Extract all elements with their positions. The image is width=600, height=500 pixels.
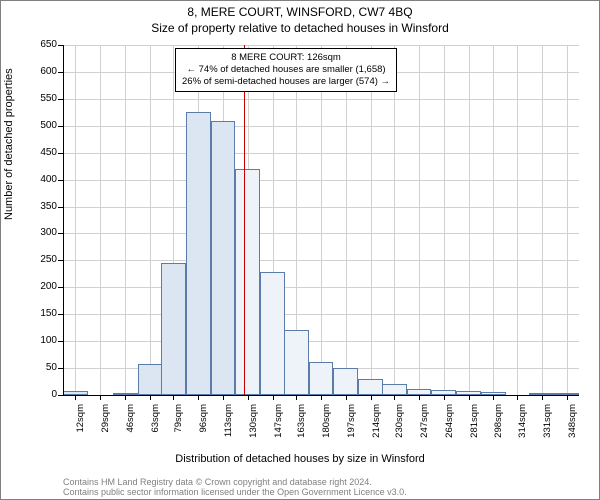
x-tick-label: 147sqm xyxy=(273,404,285,454)
gridline-v xyxy=(493,45,494,395)
annotation-line-2: ← 74% of detached houses are smaller (1,… xyxy=(182,64,390,76)
y-tick-label: 350 xyxy=(29,201,57,212)
x-tick-label: 46sqm xyxy=(125,404,137,454)
histogram-bar xyxy=(309,362,334,395)
histogram-bar xyxy=(358,379,383,395)
x-tick-label: 247sqm xyxy=(419,404,431,454)
chart-title: 8, MERE COURT, WINSFORD, CW7 4BQ xyxy=(1,5,599,19)
chart-container: 8, MERE COURT, WINSFORD, CW7 4BQ Size of… xyxy=(0,0,600,500)
annotation-line-1: 8 MERE COURT: 126sqm xyxy=(182,52,390,64)
gridline-v xyxy=(346,45,347,395)
x-tick-label: 163sqm xyxy=(296,404,308,454)
x-tick-label: 113sqm xyxy=(223,404,235,454)
gridline-v xyxy=(125,45,126,395)
y-tick-label: 0 xyxy=(29,389,57,400)
y-tick-label: 400 xyxy=(29,174,57,185)
reference-line xyxy=(244,45,246,395)
y-tick-label: 100 xyxy=(29,335,57,346)
x-tick-label: 96sqm xyxy=(198,404,210,454)
y-axis-line xyxy=(63,45,64,395)
gridline-v xyxy=(444,45,445,395)
x-tick-label: 281sqm xyxy=(469,404,481,454)
x-tick-label: 63sqm xyxy=(150,404,162,454)
y-tick-label: 300 xyxy=(29,227,57,238)
y-tick-label: 600 xyxy=(29,66,57,77)
x-axis-line xyxy=(63,395,579,396)
x-tick-label: 230sqm xyxy=(394,404,406,454)
annotation-line-3: 26% of semi-detached houses are larger (… xyxy=(182,76,390,88)
histogram-bar xyxy=(161,263,186,395)
histogram-bar xyxy=(260,272,285,395)
gridline-v xyxy=(394,45,395,395)
gridline-v xyxy=(321,45,322,395)
histogram-bar xyxy=(235,169,260,395)
y-tick-label: 200 xyxy=(29,281,57,292)
y-tick-label: 450 xyxy=(29,147,57,158)
y-tick-label: 650 xyxy=(29,39,57,50)
y-tick-label: 550 xyxy=(29,93,57,104)
y-tick-label: 250 xyxy=(29,254,57,265)
y-axis-title: Number of detached properties xyxy=(3,68,15,220)
x-tick-label: 264sqm xyxy=(444,404,456,454)
gridline-v xyxy=(517,45,518,395)
y-tick-label: 50 xyxy=(29,362,57,373)
histogram-bar xyxy=(284,330,309,395)
x-axis-title: Distribution of detached houses by size … xyxy=(1,453,599,465)
x-tick-label: 298sqm xyxy=(493,404,505,454)
gridline-v xyxy=(100,45,101,395)
x-tick-label: 314sqm xyxy=(517,404,529,454)
gridline-v xyxy=(371,45,372,395)
copyright-line-2: Contains public sector information licen… xyxy=(63,487,407,497)
gridline-v xyxy=(469,45,470,395)
gridline-v xyxy=(567,45,568,395)
gridline-v xyxy=(75,45,76,395)
x-tick-label: 130sqm xyxy=(248,404,260,454)
histogram-bar xyxy=(382,384,407,395)
histogram-bar xyxy=(186,112,211,395)
x-tick-label: 12sqm xyxy=(75,404,87,454)
x-tick-label: 79sqm xyxy=(173,404,185,454)
y-tick-label: 150 xyxy=(29,308,57,319)
x-tick-label: 197sqm xyxy=(346,404,358,454)
histogram-bar xyxy=(138,364,163,395)
plot-area: 0501001502002503003504004505005506006501… xyxy=(63,45,579,395)
x-tick-label: 180sqm xyxy=(321,404,333,454)
copyright-line-1: Contains HM Land Registry data © Crown c… xyxy=(63,477,372,487)
x-tick-label: 29sqm xyxy=(100,404,112,454)
histogram-bar xyxy=(333,368,358,395)
gridline-v xyxy=(150,45,151,395)
annotation-box: 8 MERE COURT: 126sqm← 74% of detached ho… xyxy=(175,48,397,92)
histogram-bar xyxy=(211,121,236,395)
gridline-v xyxy=(419,45,420,395)
x-tick-label: 331sqm xyxy=(542,404,554,454)
chart-subtitle: Size of property relative to detached ho… xyxy=(1,21,599,35)
y-tick-label: 500 xyxy=(29,120,57,131)
x-tick-label: 214sqm xyxy=(371,404,383,454)
x-tick-label: 348sqm xyxy=(567,404,579,454)
gridline-v xyxy=(542,45,543,395)
